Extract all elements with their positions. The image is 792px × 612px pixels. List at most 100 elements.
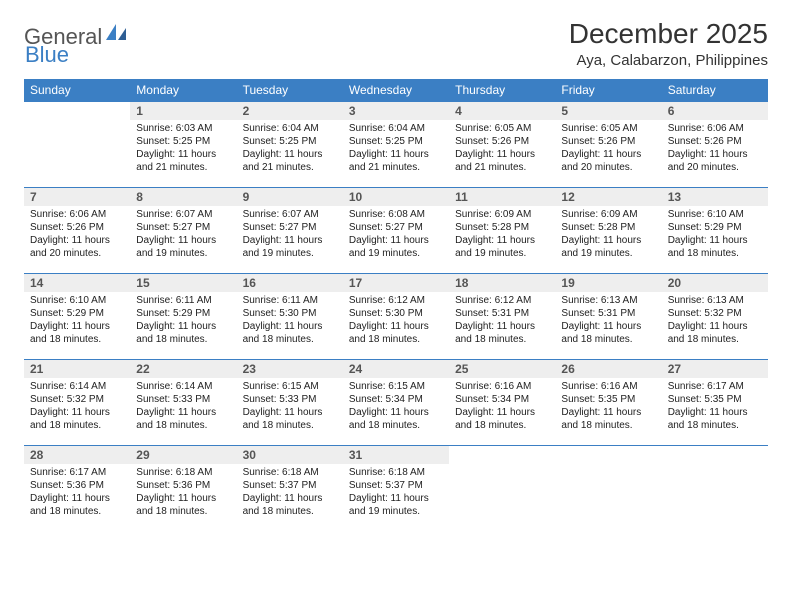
calendar-day-cell: 14Sunrise: 6:10 AMSunset: 5:29 PMDayligh… xyxy=(24,274,130,360)
sunrise-text: Sunrise: 6:07 AM xyxy=(243,208,337,221)
day-number: 4 xyxy=(449,102,555,120)
calendar-day-cell: 9Sunrise: 6:07 AMSunset: 5:27 PMDaylight… xyxy=(237,188,343,274)
sunset-text: Sunset: 5:27 PM xyxy=(136,221,230,234)
day-info: Sunrise: 6:17 AMSunset: 5:36 PMDaylight:… xyxy=(24,464,130,522)
sunrise-text: Sunrise: 6:17 AM xyxy=(668,380,762,393)
calendar-day-cell: 29Sunrise: 6:18 AMSunset: 5:36 PMDayligh… xyxy=(130,446,236,532)
sunset-text: Sunset: 5:36 PM xyxy=(30,479,124,492)
page-header: General December 2025 Aya, Calabarzon, P… xyxy=(24,18,768,69)
calendar-day-cell: 19Sunrise: 6:13 AMSunset: 5:31 PMDayligh… xyxy=(555,274,661,360)
calendar-week-row: 7Sunrise: 6:06 AMSunset: 5:26 PMDaylight… xyxy=(24,188,768,274)
day-info: Sunrise: 6:11 AMSunset: 5:29 PMDaylight:… xyxy=(130,292,236,350)
sunrise-text: Sunrise: 6:14 AM xyxy=(30,380,124,393)
day-number: 6 xyxy=(662,102,768,120)
day-number: 12 xyxy=(555,188,661,206)
daylight-text: Daylight: 11 hours and 19 minutes. xyxy=(349,234,443,260)
calendar-day-cell: 25Sunrise: 6:16 AMSunset: 5:34 PMDayligh… xyxy=(449,360,555,446)
calendar-day-cell: 13Sunrise: 6:10 AMSunset: 5:29 PMDayligh… xyxy=(662,188,768,274)
daylight-text: Daylight: 11 hours and 18 minutes. xyxy=(455,406,549,432)
day-number: 22 xyxy=(130,360,236,378)
sunset-text: Sunset: 5:30 PM xyxy=(349,307,443,320)
day-number: 10 xyxy=(343,188,449,206)
sunrise-text: Sunrise: 6:15 AM xyxy=(349,380,443,393)
location-text: Aya, Calabarzon, Philippines xyxy=(569,52,768,69)
daylight-text: Daylight: 11 hours and 19 minutes. xyxy=(455,234,549,260)
daylight-text: Daylight: 11 hours and 21 minutes. xyxy=(349,148,443,174)
sunset-text: Sunset: 5:33 PM xyxy=(243,393,337,406)
day-info: Sunrise: 6:13 AMSunset: 5:31 PMDaylight:… xyxy=(555,292,661,350)
sunrise-text: Sunrise: 6:17 AM xyxy=(30,466,124,479)
calendar-day-cell: 18Sunrise: 6:12 AMSunset: 5:31 PMDayligh… xyxy=(449,274,555,360)
daylight-text: Daylight: 11 hours and 19 minutes. xyxy=(349,492,443,518)
sunset-text: Sunset: 5:34 PM xyxy=(349,393,443,406)
logo-sail-icon xyxy=(106,24,128,47)
weekday-friday: Friday xyxy=(555,79,661,102)
sunrise-text: Sunrise: 6:08 AM xyxy=(349,208,443,221)
daylight-text: Daylight: 11 hours and 18 minutes. xyxy=(668,406,762,432)
weekday-thursday: Thursday xyxy=(449,79,555,102)
calendar-day-cell: 31Sunrise: 6:18 AMSunset: 5:37 PMDayligh… xyxy=(343,446,449,532)
calendar-week-row: 14Sunrise: 6:10 AMSunset: 5:29 PMDayligh… xyxy=(24,274,768,360)
calendar-day-cell xyxy=(449,446,555,532)
sunset-text: Sunset: 5:28 PM xyxy=(455,221,549,234)
daylight-text: Daylight: 11 hours and 18 minutes. xyxy=(136,406,230,432)
calendar-day-cell: 20Sunrise: 6:13 AMSunset: 5:32 PMDayligh… xyxy=(662,274,768,360)
day-number: 11 xyxy=(449,188,555,206)
day-info: Sunrise: 6:10 AMSunset: 5:29 PMDaylight:… xyxy=(662,206,768,264)
day-info: Sunrise: 6:15 AMSunset: 5:33 PMDaylight:… xyxy=(237,378,343,436)
sunrise-text: Sunrise: 6:14 AM xyxy=(136,380,230,393)
daylight-text: Daylight: 11 hours and 18 minutes. xyxy=(243,492,337,518)
day-number: 14 xyxy=(24,274,130,292)
sunrise-text: Sunrise: 6:05 AM xyxy=(455,122,549,135)
logo-text-blue: Blue xyxy=(25,42,69,67)
calendar-day-cell: 27Sunrise: 6:17 AMSunset: 5:35 PMDayligh… xyxy=(662,360,768,446)
sunset-text: Sunset: 5:31 PM xyxy=(561,307,655,320)
sunrise-text: Sunrise: 6:07 AM xyxy=(136,208,230,221)
sunset-text: Sunset: 5:30 PM xyxy=(243,307,337,320)
sunset-text: Sunset: 5:32 PM xyxy=(668,307,762,320)
day-info: Sunrise: 6:16 AMSunset: 5:34 PMDaylight:… xyxy=(449,378,555,436)
day-number: 17 xyxy=(343,274,449,292)
sunset-text: Sunset: 5:35 PM xyxy=(561,393,655,406)
calendar-day-cell xyxy=(24,102,130,188)
calendar-table: Sunday Monday Tuesday Wednesday Thursday… xyxy=(24,79,768,532)
calendar-week-row: 1Sunrise: 6:03 AMSunset: 5:25 PMDaylight… xyxy=(24,102,768,188)
day-info: Sunrise: 6:05 AMSunset: 5:26 PMDaylight:… xyxy=(555,120,661,178)
daylight-text: Daylight: 11 hours and 18 minutes. xyxy=(349,406,443,432)
sunset-text: Sunset: 5:27 PM xyxy=(349,221,443,234)
sunset-text: Sunset: 5:32 PM xyxy=(30,393,124,406)
day-info: Sunrise: 6:14 AMSunset: 5:33 PMDaylight:… xyxy=(130,378,236,436)
calendar-day-cell: 30Sunrise: 6:18 AMSunset: 5:37 PMDayligh… xyxy=(237,446,343,532)
sunset-text: Sunset: 5:37 PM xyxy=(243,479,337,492)
calendar-day-cell: 8Sunrise: 6:07 AMSunset: 5:27 PMDaylight… xyxy=(130,188,236,274)
calendar-day-cell: 15Sunrise: 6:11 AMSunset: 5:29 PMDayligh… xyxy=(130,274,236,360)
day-number: 21 xyxy=(24,360,130,378)
sunrise-text: Sunrise: 6:13 AM xyxy=(668,294,762,307)
calendar-day-cell: 22Sunrise: 6:14 AMSunset: 5:33 PMDayligh… xyxy=(130,360,236,446)
day-number: 2 xyxy=(237,102,343,120)
calendar-day-cell: 26Sunrise: 6:16 AMSunset: 5:35 PMDayligh… xyxy=(555,360,661,446)
sunrise-text: Sunrise: 6:10 AM xyxy=(668,208,762,221)
daylight-text: Daylight: 11 hours and 18 minutes. xyxy=(455,320,549,346)
sunrise-text: Sunrise: 6:15 AM xyxy=(243,380,337,393)
sunrise-text: Sunrise: 6:11 AM xyxy=(136,294,230,307)
weekday-sunday: Sunday xyxy=(24,79,130,102)
sunset-text: Sunset: 5:26 PM xyxy=(30,221,124,234)
daylight-text: Daylight: 11 hours and 18 minutes. xyxy=(136,492,230,518)
daylight-text: Daylight: 11 hours and 18 minutes. xyxy=(561,406,655,432)
daylight-text: Daylight: 11 hours and 18 minutes. xyxy=(136,320,230,346)
sunset-text: Sunset: 5:29 PM xyxy=(30,307,124,320)
day-number: 30 xyxy=(237,446,343,464)
logo-sub: Blue xyxy=(26,42,69,68)
day-info: Sunrise: 6:12 AMSunset: 5:30 PMDaylight:… xyxy=(343,292,449,350)
sunrise-text: Sunrise: 6:04 AM xyxy=(349,122,443,135)
day-number: 13 xyxy=(662,188,768,206)
day-info: Sunrise: 6:07 AMSunset: 5:27 PMDaylight:… xyxy=(130,206,236,264)
weekday-saturday: Saturday xyxy=(662,79,768,102)
day-number: 7 xyxy=(24,188,130,206)
sunrise-text: Sunrise: 6:12 AM xyxy=(455,294,549,307)
sunset-text: Sunset: 5:37 PM xyxy=(349,479,443,492)
daylight-text: Daylight: 11 hours and 19 minutes. xyxy=(561,234,655,260)
sunrise-text: Sunrise: 6:05 AM xyxy=(561,122,655,135)
calendar-day-cell: 7Sunrise: 6:06 AMSunset: 5:26 PMDaylight… xyxy=(24,188,130,274)
